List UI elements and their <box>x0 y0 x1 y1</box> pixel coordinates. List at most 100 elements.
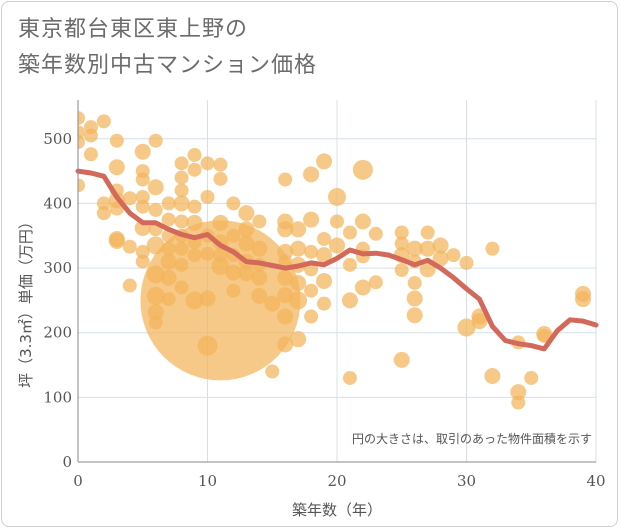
bubble-point <box>290 274 307 291</box>
y-tick-label: 500 <box>43 130 72 148</box>
bubble-point <box>432 250 449 267</box>
bubble-point <box>135 254 150 269</box>
bubble-point <box>78 178 85 193</box>
bubble-point <box>135 244 150 259</box>
x-tick-label: 20 <box>327 472 346 490</box>
bubble-point <box>174 156 189 171</box>
bubble-point <box>122 278 137 293</box>
bubble-point <box>290 221 307 238</box>
bubble-point <box>354 279 371 296</box>
bubble-point <box>122 239 137 254</box>
bubble-point <box>394 225 409 240</box>
bubble-point <box>238 235 255 252</box>
bubble-point <box>317 296 332 311</box>
bubble-point <box>148 133 163 148</box>
bubble-point <box>174 183 189 198</box>
bubble-point <box>406 240 423 257</box>
bubble-point <box>78 111 85 126</box>
bubble-point <box>213 157 228 172</box>
bubble-point <box>407 275 422 290</box>
bubble-point <box>226 196 241 211</box>
chart-title-line1: 東京都台東区東上野の <box>18 17 249 42</box>
bubble-point <box>406 290 423 307</box>
bubble-point <box>135 199 150 214</box>
trend-line <box>75 168 599 352</box>
bubble-point <box>485 241 500 256</box>
bubble-point <box>251 287 268 304</box>
bubble-point <box>330 214 344 229</box>
bubble-point <box>316 273 333 289</box>
bubble-point <box>109 133 124 148</box>
bubble-point <box>304 283 319 298</box>
bubble-point <box>277 336 294 353</box>
bubble-point <box>420 225 435 240</box>
bubble-size-note: 円の大きさは、取引のあった物件面積を示す <box>352 431 592 446</box>
bubble-point <box>524 370 539 385</box>
y-tick-label: 400 <box>43 194 72 212</box>
bubble-point <box>238 205 255 222</box>
axes <box>77 100 596 463</box>
bubble-point <box>290 240 307 257</box>
x-tick-label: 30 <box>457 472 476 490</box>
bubble-point <box>277 221 294 238</box>
bubble-point <box>317 231 332 246</box>
bubble-point <box>173 195 190 212</box>
bubble-layer <box>78 111 592 410</box>
bubble-point <box>352 159 373 180</box>
bubble-point <box>174 170 189 185</box>
chart-title-line2: 築年数別中古マンション価格 <box>18 53 318 78</box>
bubble-point <box>108 159 125 176</box>
y-tick-label: 0 <box>62 453 72 471</box>
bubble-point <box>148 202 163 217</box>
x-axis-label: 築年数（年） <box>292 501 382 519</box>
bubble-point <box>303 166 320 183</box>
bubble-point <box>277 308 294 325</box>
bubble-point <box>432 237 449 254</box>
bubble-point <box>96 196 111 211</box>
bubble-point <box>316 153 333 170</box>
bubble-point <box>174 214 189 229</box>
bubble-point <box>135 172 150 187</box>
x-tick-label: 40 <box>586 472 605 490</box>
bubble-point <box>226 228 241 243</box>
bubble-point <box>341 292 358 309</box>
bubble-point <box>446 248 461 263</box>
bubble-point <box>278 172 293 187</box>
bubble-point <box>329 237 345 254</box>
bubble-point <box>252 214 267 229</box>
bubble-point <box>187 147 202 162</box>
chart-title: 東京都台東区東上野の 築年数別中古マンション価格 <box>18 12 317 84</box>
bubble-point <box>368 275 383 290</box>
bubble-point <box>135 189 150 204</box>
bubble-point <box>342 257 357 272</box>
bubble-point <box>289 291 308 310</box>
bubble-point <box>225 264 242 281</box>
bubble-point <box>251 240 268 257</box>
bubble-point <box>394 236 409 251</box>
bubble-point <box>96 206 111 221</box>
bubble-point <box>200 156 215 171</box>
bubble-point <box>537 328 552 343</box>
bubble-point <box>303 211 320 228</box>
bubble-point <box>575 291 592 308</box>
bubble-point <box>290 331 307 348</box>
bubble-point <box>471 313 488 330</box>
bubble-point <box>251 269 268 286</box>
bubble-point <box>96 114 111 129</box>
bubble-point <box>238 221 255 238</box>
bubble-point <box>394 263 409 278</box>
bubble-point <box>484 368 501 385</box>
bubble-point <box>419 240 436 257</box>
bubble-point <box>511 395 526 410</box>
bubble-point <box>304 244 319 259</box>
bubble-point <box>122 191 137 206</box>
bubble-point <box>265 364 280 379</box>
x-tick-label: 10 <box>198 472 217 490</box>
bubble-point <box>134 143 151 160</box>
bubble-point <box>510 384 527 401</box>
x-tick-label: 0 <box>73 472 83 490</box>
bubble-point <box>342 370 357 385</box>
y-tick-label: 100 <box>43 388 72 406</box>
